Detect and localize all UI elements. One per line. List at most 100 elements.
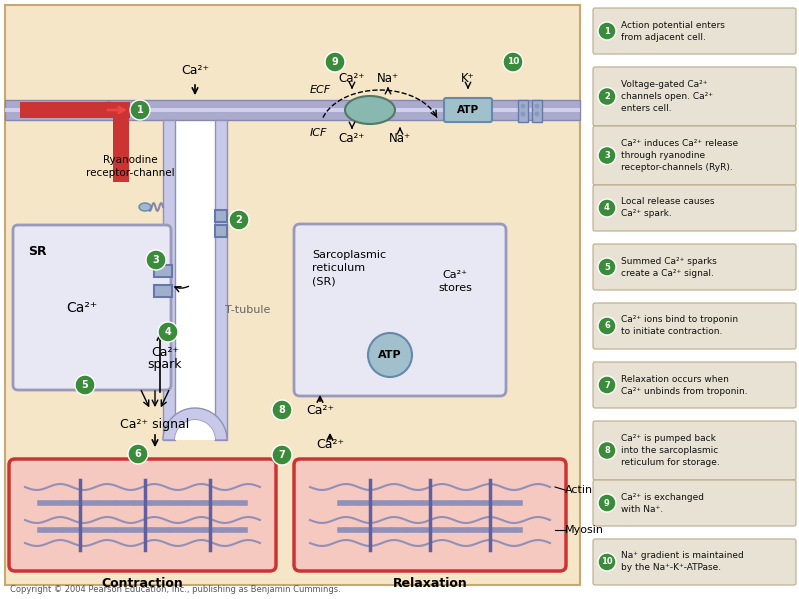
FancyBboxPatch shape — [9, 459, 276, 571]
Text: Ca²⁺ induces Ca²⁺ release: Ca²⁺ induces Ca²⁺ release — [621, 139, 738, 148]
Ellipse shape — [496, 501, 503, 506]
Ellipse shape — [42, 528, 48, 533]
Text: Ca²⁺ unbinds from troponin.: Ca²⁺ unbinds from troponin. — [621, 386, 748, 395]
Bar — [5, 108, 580, 112]
Bar — [215, 225, 227, 237]
Ellipse shape — [435, 528, 441, 533]
Ellipse shape — [149, 501, 154, 506]
Text: K⁺: K⁺ — [461, 71, 475, 84]
Circle shape — [598, 376, 616, 394]
Text: create a Ca²⁺ signal.: create a Ca²⁺ signal. — [621, 268, 714, 277]
Ellipse shape — [60, 501, 66, 506]
Text: 3: 3 — [604, 151, 610, 160]
Text: Ca²⁺: Ca²⁺ — [181, 63, 209, 77]
Bar — [154, 285, 172, 297]
Text: through ryanodine: through ryanodine — [621, 151, 706, 160]
Text: Ca²⁺ ions bind to troponin: Ca²⁺ ions bind to troponin — [621, 316, 738, 325]
Circle shape — [598, 553, 616, 571]
Text: Copyright © 2004 Pearson Education, Inc., publishing as Benjamin Cummings.: Copyright © 2004 Pearson Education, Inc.… — [10, 585, 340, 594]
Text: 1: 1 — [604, 26, 610, 35]
Circle shape — [146, 250, 166, 270]
Text: Ca²⁺ spark.: Ca²⁺ spark. — [621, 210, 672, 219]
Text: reticulum for storage.: reticulum for storage. — [621, 458, 720, 467]
Ellipse shape — [357, 528, 364, 533]
FancyBboxPatch shape — [593, 8, 796, 54]
Circle shape — [368, 333, 412, 377]
Text: Voltage-gated Ca²⁺: Voltage-gated Ca²⁺ — [621, 80, 707, 89]
Text: to initiate contraction.: to initiate contraction. — [621, 328, 722, 337]
Polygon shape — [163, 408, 227, 440]
Ellipse shape — [466, 528, 471, 533]
Ellipse shape — [512, 501, 518, 506]
Circle shape — [130, 100, 150, 120]
Circle shape — [520, 111, 526, 116]
Text: Ca²⁺ is exchanged: Ca²⁺ is exchanged — [621, 492, 704, 501]
FancyBboxPatch shape — [294, 224, 506, 396]
Ellipse shape — [342, 501, 348, 506]
Text: 2: 2 — [604, 92, 610, 101]
Ellipse shape — [345, 96, 395, 124]
Ellipse shape — [450, 501, 456, 506]
FancyBboxPatch shape — [593, 303, 796, 349]
Text: ECF: ECF — [310, 85, 331, 95]
Text: Sarcoplasmic
reticulum
(SR): Sarcoplasmic reticulum (SR) — [312, 250, 386, 286]
Text: 3: 3 — [153, 255, 159, 265]
Ellipse shape — [95, 501, 101, 506]
FancyBboxPatch shape — [593, 244, 796, 290]
Ellipse shape — [130, 528, 137, 533]
Circle shape — [598, 87, 616, 105]
Circle shape — [598, 494, 616, 512]
Circle shape — [535, 111, 539, 116]
Ellipse shape — [388, 501, 395, 506]
Ellipse shape — [60, 528, 66, 533]
FancyBboxPatch shape — [593, 185, 796, 231]
Bar — [518, 100, 528, 122]
Text: T-tubule: T-tubule — [225, 305, 270, 315]
Ellipse shape — [481, 501, 487, 506]
Text: 8: 8 — [604, 446, 610, 455]
Text: Ca²⁺: Ca²⁺ — [339, 132, 365, 144]
Ellipse shape — [149, 528, 154, 533]
Text: Summed Ca²⁺ sparks: Summed Ca²⁺ sparks — [621, 256, 717, 265]
Ellipse shape — [419, 528, 425, 533]
Ellipse shape — [201, 501, 208, 506]
Ellipse shape — [237, 501, 243, 506]
Circle shape — [520, 104, 526, 108]
Ellipse shape — [166, 501, 172, 506]
Bar — [154, 265, 172, 277]
Ellipse shape — [403, 501, 410, 506]
Text: Na⁺ gradient is maintained: Na⁺ gradient is maintained — [621, 552, 744, 561]
Text: 6: 6 — [134, 449, 141, 459]
Text: 9: 9 — [604, 498, 610, 507]
Text: 2: 2 — [236, 215, 242, 225]
Text: Na⁺: Na⁺ — [389, 132, 411, 144]
Circle shape — [598, 258, 616, 276]
Text: into the sarcoplasmic: into the sarcoplasmic — [621, 446, 718, 455]
Circle shape — [503, 52, 523, 72]
Ellipse shape — [357, 501, 364, 506]
Text: Relaxation occurs when: Relaxation occurs when — [621, 374, 729, 383]
FancyBboxPatch shape — [593, 67, 796, 126]
Text: Ca²⁺: Ca²⁺ — [316, 438, 344, 452]
Ellipse shape — [166, 528, 172, 533]
FancyBboxPatch shape — [593, 480, 796, 526]
Text: by the Na⁺-K⁺-ATPase.: by the Na⁺-K⁺-ATPase. — [621, 564, 721, 573]
Text: 4: 4 — [604, 204, 610, 213]
Text: Actin: Actin — [565, 485, 593, 495]
Text: 8: 8 — [279, 405, 285, 415]
Bar — [20, 102, 130, 118]
Text: 1: 1 — [137, 105, 143, 115]
Ellipse shape — [113, 528, 119, 533]
Text: ATP: ATP — [378, 350, 402, 360]
Text: Action potential enters: Action potential enters — [621, 20, 725, 29]
Circle shape — [325, 52, 345, 72]
Text: Myosin: Myosin — [565, 525, 604, 535]
FancyBboxPatch shape — [444, 98, 492, 122]
Ellipse shape — [496, 528, 503, 533]
Text: Ca²⁺: Ca²⁺ — [151, 346, 179, 359]
Text: 5: 5 — [604, 262, 610, 271]
Bar — [5, 100, 580, 120]
Ellipse shape — [419, 501, 425, 506]
Circle shape — [598, 441, 616, 459]
Text: spark: spark — [148, 358, 182, 371]
